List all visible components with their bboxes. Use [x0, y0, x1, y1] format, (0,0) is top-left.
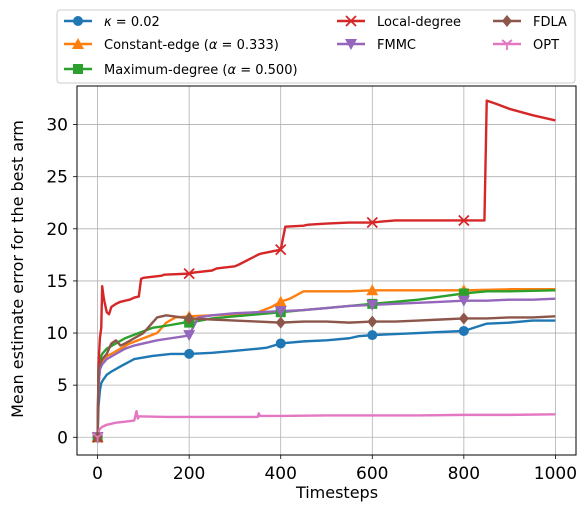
legend-label-part: = 0.500)	[236, 63, 297, 78]
legend-label-part: κ	[104, 15, 112, 30]
legend-label-3: Local-degree	[377, 15, 461, 30]
data-point-marker	[458, 325, 469, 336]
legend-marker	[73, 16, 83, 26]
legend-marker	[72, 38, 84, 49]
legend-marker	[345, 15, 357, 27]
y-tick-label: 5	[57, 376, 68, 396]
data-point-marker	[366, 216, 378, 229]
data-point-marker	[275, 316, 286, 329]
data-point-marker	[366, 284, 379, 296]
legend-label-part: = 0.02	[112, 15, 160, 30]
legend-label-part: Constant-edge (	[104, 38, 209, 53]
legend-label-2: Maximum-degree (α = 0.500)	[104, 63, 298, 78]
legend-label-4: FMMC	[377, 38, 416, 53]
series-line-4	[96, 297, 556, 438]
legend-label-1: Constant-edge (α = 0.333)	[104, 38, 279, 53]
x-axis-label: Timesteps	[295, 483, 378, 502]
legend-marker	[73, 64, 83, 74]
data-point-marker	[458, 312, 469, 325]
y-tick-label: 10	[46, 324, 68, 344]
legend-marker	[501, 39, 513, 50]
x-tick-label: 400	[264, 464, 296, 484]
legend-box	[56, 9, 576, 84]
x-tick-label: 800	[448, 464, 480, 484]
data-point-marker	[458, 288, 469, 299]
x-tick-label: 600	[356, 464, 388, 484]
legend-label-0: κ = 0.02	[104, 15, 160, 30]
data-point-marker	[184, 312, 195, 325]
data-point-marker	[274, 306, 287, 318]
legend-label-part: = 0.333)	[217, 38, 278, 53]
legend-marker	[502, 15, 512, 27]
x-tick-label: 200	[173, 464, 205, 484]
series-line-6	[96, 410, 556, 438]
data-point-marker	[274, 295, 287, 307]
data-point-marker	[92, 432, 104, 444]
y-tick-label: 20	[46, 220, 68, 240]
grid	[77, 86, 576, 455]
legend-label-math: α	[228, 63, 237, 78]
series-line-0	[96, 319, 556, 438]
series-markers	[91, 214, 470, 444]
x-tick-label: 1000	[534, 464, 577, 484]
series-line-3	[96, 99, 556, 438]
data-point-marker	[458, 214, 470, 227]
y-tick-label: 15	[46, 272, 68, 292]
data-point-marker	[457, 295, 470, 307]
legend-label-part: Maximum-degree (	[104, 63, 228, 78]
y-axis-label: Mean estimate error for the best arm	[8, 120, 27, 418]
y-tick-label: 0	[57, 428, 68, 448]
data-point-marker	[366, 299, 379, 311]
data-point-marker	[183, 330, 196, 342]
legend-marker	[345, 39, 357, 50]
data-point-marker	[184, 348, 195, 359]
y-tick-label: 30	[46, 116, 68, 136]
y-tick-label: 25	[46, 168, 68, 188]
plot-frame	[76, 85, 577, 456]
legend-label-5: FDLA	[533, 15, 567, 30]
data-point-marker	[275, 244, 287, 256]
x-tick-label: 0	[92, 464, 103, 484]
data-point-marker	[275, 338, 286, 349]
data-point-marker	[183, 267, 195, 280]
data-point-marker	[367, 330, 378, 341]
axis-ticks: 0 200 400 600 800 1000 0 5 10 15 20 25 30	[46, 116, 577, 484]
series-line-5	[96, 314, 556, 438]
legend-label-6: OPT	[533, 38, 559, 53]
series-lines	[96, 99, 556, 438]
legend-label-math: α	[209, 38, 218, 53]
data-point-marker	[367, 315, 378, 328]
